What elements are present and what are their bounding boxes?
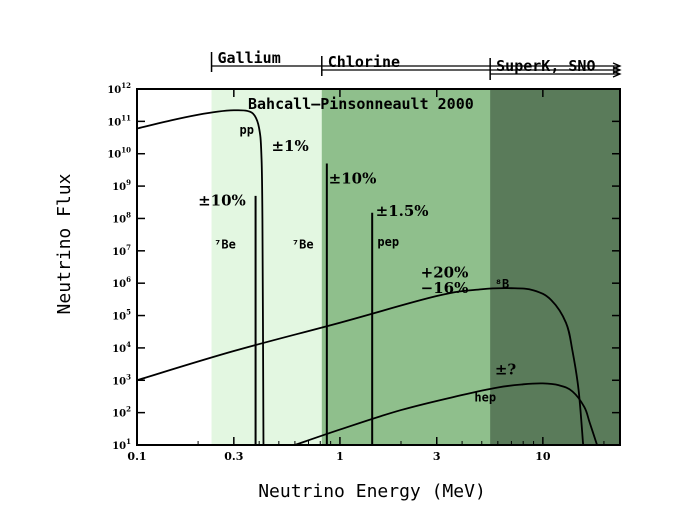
annotation-5: ⁷Be (214, 237, 236, 251)
annotation-10: ⁸B (495, 277, 509, 291)
y-axis-label: Neutrino Flux (54, 173, 75, 314)
annotation-1: ±1% (271, 137, 308, 155)
annotation-7: pep (377, 235, 399, 249)
detector-label: Chlorine (328, 53, 400, 71)
annotation-3: ±10% (198, 192, 246, 210)
plot-frame (136, 88, 621, 446)
annotation-12: hep (474, 391, 496, 405)
y-tick-label: 102 (112, 405, 131, 420)
y-tick-label: 1012 (107, 81, 131, 96)
annotation-2: ±10% (329, 170, 377, 188)
annotation-9: −16% (421, 279, 469, 297)
region-superk-sno (490, 89, 620, 445)
y-tick-label: 103 (112, 372, 131, 387)
chart-title: Bahcall–Pinsonneault 2000 (248, 95, 474, 113)
annotation-11: ±? (495, 361, 517, 379)
detector-label: Gallium (218, 49, 281, 67)
series-8b-curve (137, 287, 585, 445)
x-tick-label: 3 (433, 450, 441, 463)
annotation-6: ⁷Be (292, 237, 314, 251)
x-tick-label: 1 (336, 450, 344, 463)
y-tick-label: 1010 (107, 146, 131, 161)
y-tick-label: 1011 (107, 113, 131, 128)
annotation-8: +20% (421, 263, 469, 281)
detector-arrow-icon (612, 70, 622, 78)
x-tick-label: 10 (535, 450, 551, 463)
series-hep-curve (294, 382, 598, 445)
annotation-0: pp (240, 123, 254, 137)
x-tick-label: 0.1 (127, 450, 146, 463)
y-tick-label: 108 (112, 210, 131, 225)
x-tick-label: 0.3 (224, 450, 243, 463)
y-tick-label: 106 (112, 275, 131, 290)
y-tick-label: 101 (112, 437, 131, 452)
annotation-4: ±1.5% (376, 202, 429, 220)
detector-label: SuperK, SNO (496, 57, 595, 75)
y-tick-label: 107 (112, 243, 131, 258)
y-tick-label: 104 (112, 340, 131, 355)
series-pp-curve (137, 109, 265, 445)
y-tick-label: 105 (112, 308, 131, 323)
x-axis-label: Neutrino Energy (MeV) (258, 481, 486, 502)
y-tick-label: 109 (112, 178, 131, 193)
